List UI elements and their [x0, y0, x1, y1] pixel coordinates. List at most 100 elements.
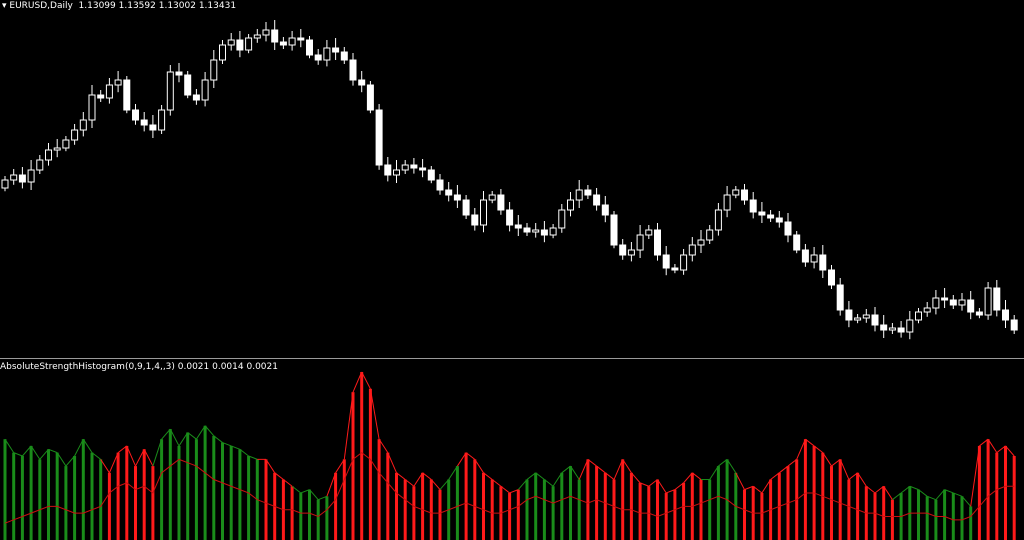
candle-body: [758, 211, 766, 216]
histogram-outline-segment: [361, 371, 371, 390]
histogram-bar-bear: [586, 459, 590, 540]
histogram-outline-segment: [404, 479, 415, 487]
candle-body: [532, 229, 540, 233]
indicator-label: AbsoluteStrengthHistogram(0,9,1,4,,3) 0.…: [0, 362, 278, 372]
histogram-outline-segment: [439, 479, 450, 490]
histogram-outline-segment: [944, 489, 954, 494]
histogram-bar-bear: [107, 472, 111, 540]
candle-body: [862, 314, 870, 319]
candle-body: [132, 109, 139, 121]
candle-body: [549, 227, 557, 236]
histogram-outline-segment: [343, 392, 354, 460]
histogram-outline-segment: [152, 439, 163, 467]
candle-body: [114, 79, 122, 86]
histogram-outline-segment: [222, 442, 232, 447]
candle-body: [393, 169, 400, 176]
histogram-outline-segment: [100, 459, 110, 474]
candle-body: [323, 47, 331, 61]
histogram-outline-segment: [883, 485, 893, 500]
histogram-outline-segment: [631, 472, 641, 484]
histogram-bar-bear: [699, 479, 703, 540]
histogram-bar-bear: [621, 459, 625, 540]
histogram-outline-segment: [48, 448, 58, 454]
candle-body: [358, 79, 366, 86]
candle-body: [671, 267, 679, 271]
histogram-bar-bull: [525, 479, 529, 540]
candle-body: [184, 74, 192, 96]
histogram-outline-segment: [161, 428, 171, 440]
candle-body: [45, 149, 52, 161]
histogram-bar-bull: [917, 489, 920, 540]
histogram-bar-bear: [438, 489, 442, 540]
candle-body: [36, 159, 44, 171]
candle-body: [436, 179, 444, 191]
candle-body: [401, 164, 409, 171]
candle-body: [993, 287, 1001, 311]
candle-body: [462, 199, 470, 216]
histogram-bar-bull: [934, 499, 938, 540]
candle-body: [714, 209, 722, 231]
histogram-outline-segment: [970, 445, 980, 507]
histogram-bar-bear: [682, 482, 686, 540]
histogram-bar-bull: [3, 439, 7, 540]
histogram-outline-segment: [761, 479, 772, 494]
histogram-bar-bull: [960, 496, 964, 540]
histogram-outline-segment: [857, 472, 867, 487]
histogram-bar-bear: [856, 472, 860, 540]
candle-body: [610, 214, 618, 246]
candle-body: [297, 37, 305, 41]
histogram-outline-segment: [953, 492, 963, 497]
histogram-bar-bear: [656, 479, 659, 540]
candle-body: [975, 311, 983, 316]
histogram-outline-segment: [300, 489, 310, 494]
candle-body: [192, 94, 200, 101]
candle-body: [654, 229, 661, 256]
histogram-outline-segment: [935, 489, 945, 501]
histogram-bar-bear: [412, 486, 416, 540]
histogram-bar-bear: [1012, 456, 1016, 540]
histogram-bar-bear: [873, 492, 877, 540]
histogram-bar-bull: [90, 452, 94, 540]
histogram-outline-segment: [831, 458, 841, 467]
histogram-bar-bull: [99, 459, 103, 540]
candle-body: [375, 109, 383, 166]
candle-body: [349, 59, 357, 81]
candle-body: [288, 37, 296, 46]
histogram-outline-segment: [378, 438, 389, 453]
histogram-outline-segment: [622, 459, 632, 474]
histogram-bar-bear: [134, 466, 137, 540]
histogram-bar-bull: [212, 435, 216, 540]
histogram-bar-bull: [943, 489, 947, 540]
candle-body: [575, 189, 583, 201]
histogram-outline-segment: [918, 489, 928, 497]
histogram-bar-bear: [395, 472, 398, 540]
candle-body: [306, 39, 313, 56]
chart-title: ▾ EURUSD,Daily 1.13099 1.13592 1.13002 1…: [2, 1, 236, 11]
histogram-bar-bull: [47, 449, 50, 540]
histogram-bar-bull: [238, 449, 242, 540]
histogram-bar-bear: [264, 459, 268, 540]
histogram-outline-segment: [326, 472, 337, 497]
candle-body: [210, 59, 218, 81]
histogram-bar-bear: [986, 439, 990, 540]
histogram-outline-segment: [570, 465, 580, 480]
histogram-outline-segment: [639, 482, 649, 487]
histogram-bar-bull: [708, 479, 712, 540]
histogram-outline-segment: [387, 452, 397, 473]
histogram-outline-segment: [709, 465, 719, 480]
candle-body: [10, 174, 18, 181]
histogram-outline-segment: [987, 438, 998, 453]
candle-body: [219, 44, 226, 61]
histogram-bar-bear: [116, 452, 120, 540]
candle-body: [784, 221, 792, 236]
histogram-bar-bear: [351, 392, 355, 540]
dropdown-triangle-icon[interactable]: ▾: [2, 1, 7, 11]
histogram-bar-bear: [890, 499, 894, 540]
histogram-outline-segment: [735, 472, 745, 490]
histogram-bar-bear: [803, 439, 807, 540]
candle-body: [906, 319, 914, 333]
histogram-outline-segment: [500, 485, 510, 494]
histogram-bar-bear: [838, 459, 842, 540]
histogram-outline-segment: [552, 472, 563, 487]
candle-body: [540, 229, 548, 236]
